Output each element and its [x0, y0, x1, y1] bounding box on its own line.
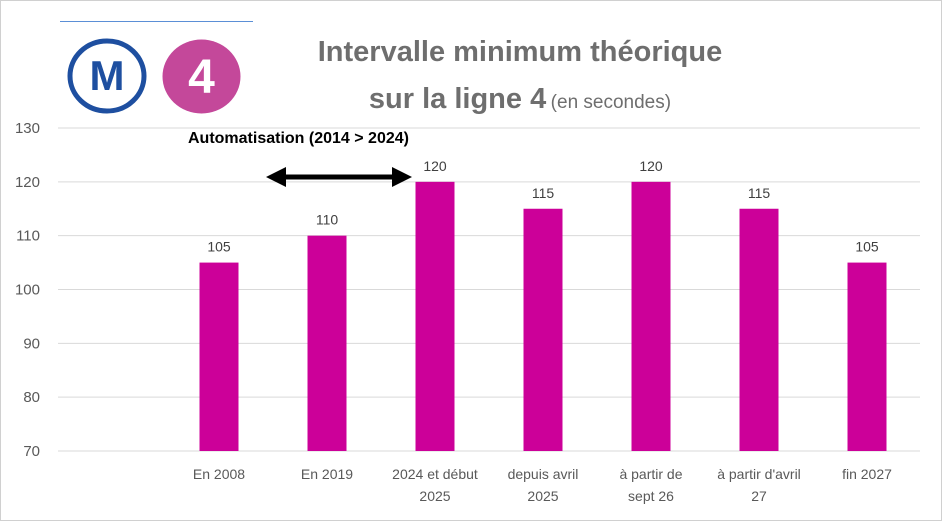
chart-title-line1: Intervalle minimum théorique [317, 36, 723, 68]
x-category-label: à partir d'avril 27 [717, 466, 801, 504]
y-tick-label: 130 [15, 120, 40, 137]
bar [523, 208, 563, 451]
double-arrow-icon [266, 167, 412, 187]
y-tick-label: 80 [23, 389, 40, 406]
bar [307, 235, 347, 451]
data-labels: 105 110 120 115 120 115 105 [207, 158, 879, 255]
chart-title-main: sur la ligne 4 [368, 83, 547, 115]
chart-title-unit: (en secondes) [550, 92, 672, 113]
grid-lines [58, 127, 920, 452]
bar [847, 262, 887, 451]
y-tick-label: 100 [15, 282, 40, 299]
line-4-badge-icon: 4 [162, 39, 241, 114]
y-tick-label: 90 [23, 335, 40, 352]
top-rule [60, 21, 253, 22]
data-label: 115 [532, 185, 555, 201]
metro-letter: M [90, 52, 125, 99]
automation-annotation: Automatisation (2014 > 2024) [188, 130, 409, 147]
y-axis-ticks: 70 80 90 100 110 120 130 [15, 120, 40, 460]
x-category-label: à partir de sept 26 [619, 466, 682, 504]
bar [739, 208, 779, 451]
metro-m-icon: M [67, 38, 147, 114]
chart-title-line2: sur la ligne 4 (en secondes) [260, 83, 780, 116]
y-tick-label: 70 [23, 443, 40, 460]
data-label: 120 [639, 158, 663, 174]
bars [199, 181, 887, 452]
x-category-label: depuis avril 2025 [508, 466, 579, 504]
line-number: 4 [188, 51, 215, 104]
x-category-label: 2024 et début 2025 [392, 466, 478, 504]
bar [415, 181, 455, 452]
data-label: 110 [316, 212, 339, 228]
y-tick-label: 120 [15, 174, 40, 191]
bar [631, 181, 671, 452]
bar [199, 262, 239, 451]
x-category-label: En 2008 [193, 466, 245, 482]
x-category-label: fin 2027 [842, 466, 892, 482]
x-axis-categories: En 2008 En 2019 2024 et début 2025 depuis av… [193, 466, 892, 504]
data-label: 105 [855, 239, 879, 255]
data-label: 120 [423, 158, 447, 174]
x-category-label: En 2019 [301, 466, 353, 482]
y-tick-label: 110 [16, 228, 40, 245]
data-label: 105 [207, 239, 231, 255]
data-label: 115 [748, 185, 771, 201]
